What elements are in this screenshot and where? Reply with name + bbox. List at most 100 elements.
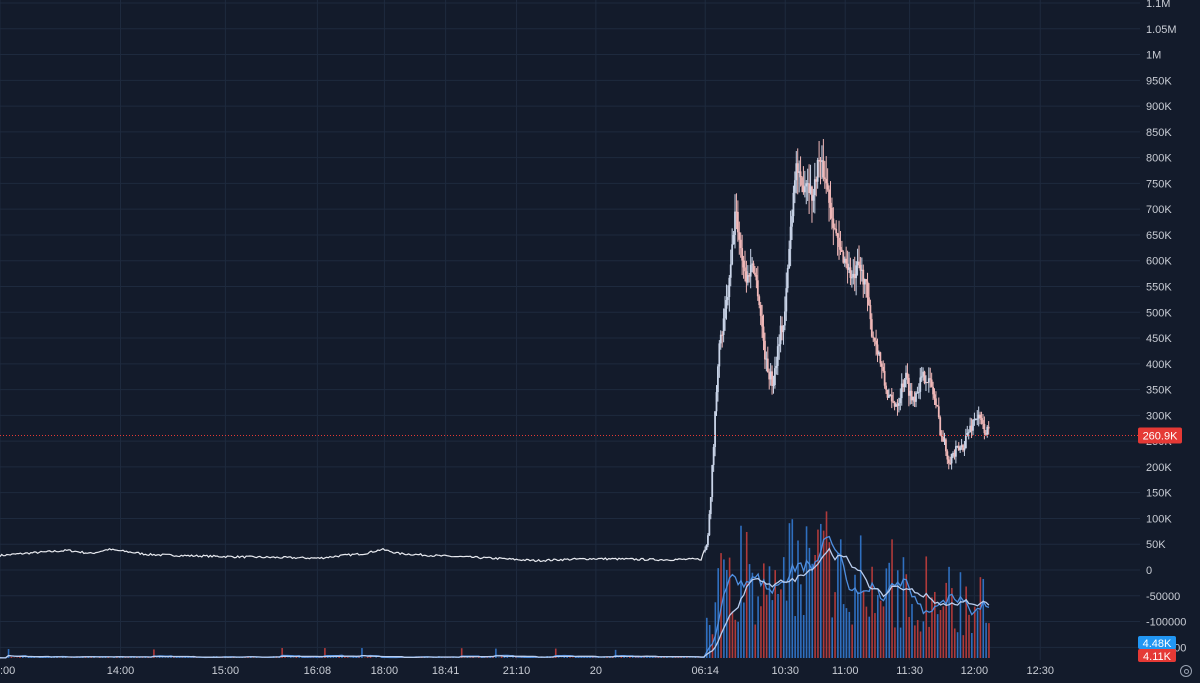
volume-bar — [771, 600, 774, 658]
volume-bar — [797, 540, 799, 658]
candle-body — [789, 226, 792, 249]
volume-bar — [651, 656, 654, 658]
volume-bar — [899, 627, 902, 658]
volume-bar — [956, 632, 959, 658]
volume-bar — [629, 656, 631, 658]
volume-bar — [637, 657, 640, 658]
candle-body — [856, 261, 859, 266]
volume-bar — [808, 547, 811, 658]
candle-body — [746, 275, 749, 283]
candle-body — [732, 234, 735, 245]
candle-body — [825, 178, 828, 184]
candle-body — [831, 207, 833, 219]
volume-bar — [845, 608, 848, 658]
candle-body — [966, 432, 969, 436]
volume-bar — [862, 590, 865, 658]
volume-bar — [666, 656, 668, 658]
time-axis[interactable]: :00 14:00 15:00 16:08 18:00 18:41 21:10 20 06:14… — [0, 665, 1054, 677]
volume-bar — [478, 656, 480, 658]
volume-bar — [962, 635, 965, 658]
price-tick-label: 50K — [1146, 539, 1166, 551]
candle-body — [833, 227, 836, 229]
volume-bar — [500, 656, 503, 658]
candle-body — [862, 269, 865, 285]
volume-bar — [948, 566, 950, 658]
candle-body — [756, 280, 759, 297]
candle-body — [899, 398, 902, 404]
candle-body — [728, 277, 731, 298]
candle-body — [808, 183, 811, 193]
volume-histogram — [0, 511, 990, 658]
volume-bar — [842, 604, 845, 658]
volume-badge-text: 4.11K — [1143, 651, 1172, 663]
volume-bar — [671, 657, 674, 658]
price-tick-label: 800K — [1146, 153, 1172, 165]
volume-bar — [660, 656, 662, 658]
volume-bar — [298, 656, 301, 658]
volume-bar — [281, 648, 283, 658]
volume-bar — [763, 563, 765, 658]
candle-body — [739, 239, 742, 249]
volume-bar — [332, 656, 335, 658]
price-tick-label: 850K — [1146, 127, 1172, 139]
candle-body — [872, 336, 875, 338]
candle-body — [711, 465, 714, 498]
candle-body — [902, 383, 905, 388]
candle-body — [803, 186, 806, 193]
candle-body — [707, 535, 709, 546]
volume-bar — [338, 656, 340, 658]
candle-body — [893, 402, 896, 407]
candle-body — [947, 459, 950, 463]
candle-body — [835, 228, 838, 234]
volume-bar — [124, 657, 127, 658]
candle-body — [964, 435, 967, 449]
volume-bar — [780, 589, 782, 658]
candle-body — [765, 358, 768, 360]
volume-bar — [988, 623, 990, 658]
volume-bar — [554, 648, 557, 658]
candle-body — [952, 452, 954, 454]
candle-body — [895, 404, 897, 407]
price-tick-label: 750K — [1146, 178, 1172, 190]
price-tick-label: 950K — [1146, 75, 1172, 87]
volume-bar — [175, 657, 178, 658]
candle-body — [758, 296, 761, 306]
candle-body — [839, 247, 842, 250]
volume-bar — [284, 657, 286, 658]
candle-body — [957, 445, 960, 451]
volume-bar — [640, 657, 643, 658]
volume-bar — [968, 614, 970, 658]
volume-bar — [745, 531, 748, 658]
price-axis[interactable]: 1.1M 1.05M 1M 950K 900K 850K 800K 750K 700K 650K 6… — [1146, 0, 1186, 654]
volume-bar — [329, 656, 332, 658]
candle-body — [795, 163, 798, 181]
candle-body — [734, 211, 736, 235]
volume-bar — [512, 657, 514, 658]
volume-bar — [734, 619, 737, 658]
candle-body — [717, 366, 719, 393]
candle-body — [878, 352, 880, 355]
price-tick-label: 700K — [1146, 204, 1172, 216]
candle-body — [876, 344, 879, 355]
volume-bar — [848, 611, 851, 658]
candle-body — [855, 265, 858, 279]
candle-body — [960, 445, 963, 448]
candle-body — [870, 319, 873, 337]
candle-body — [969, 425, 972, 433]
candle-body — [823, 177, 826, 179]
volume-bar — [466, 657, 469, 658]
candle-body — [778, 344, 781, 347]
time-tick-label: 18:00 — [371, 665, 399, 677]
volume-bar — [495, 648, 497, 658]
candle-body — [843, 258, 846, 263]
volume-bar — [788, 523, 791, 658]
volume-bar — [714, 602, 717, 658]
last-price-badge — [1138, 427, 1182, 444]
volume-bar — [785, 600, 788, 658]
candle-body — [792, 192, 795, 217]
volume-bar — [589, 657, 591, 658]
volume-bar — [614, 649, 617, 658]
settings-gear-icon[interactable] — [1180, 665, 1192, 677]
